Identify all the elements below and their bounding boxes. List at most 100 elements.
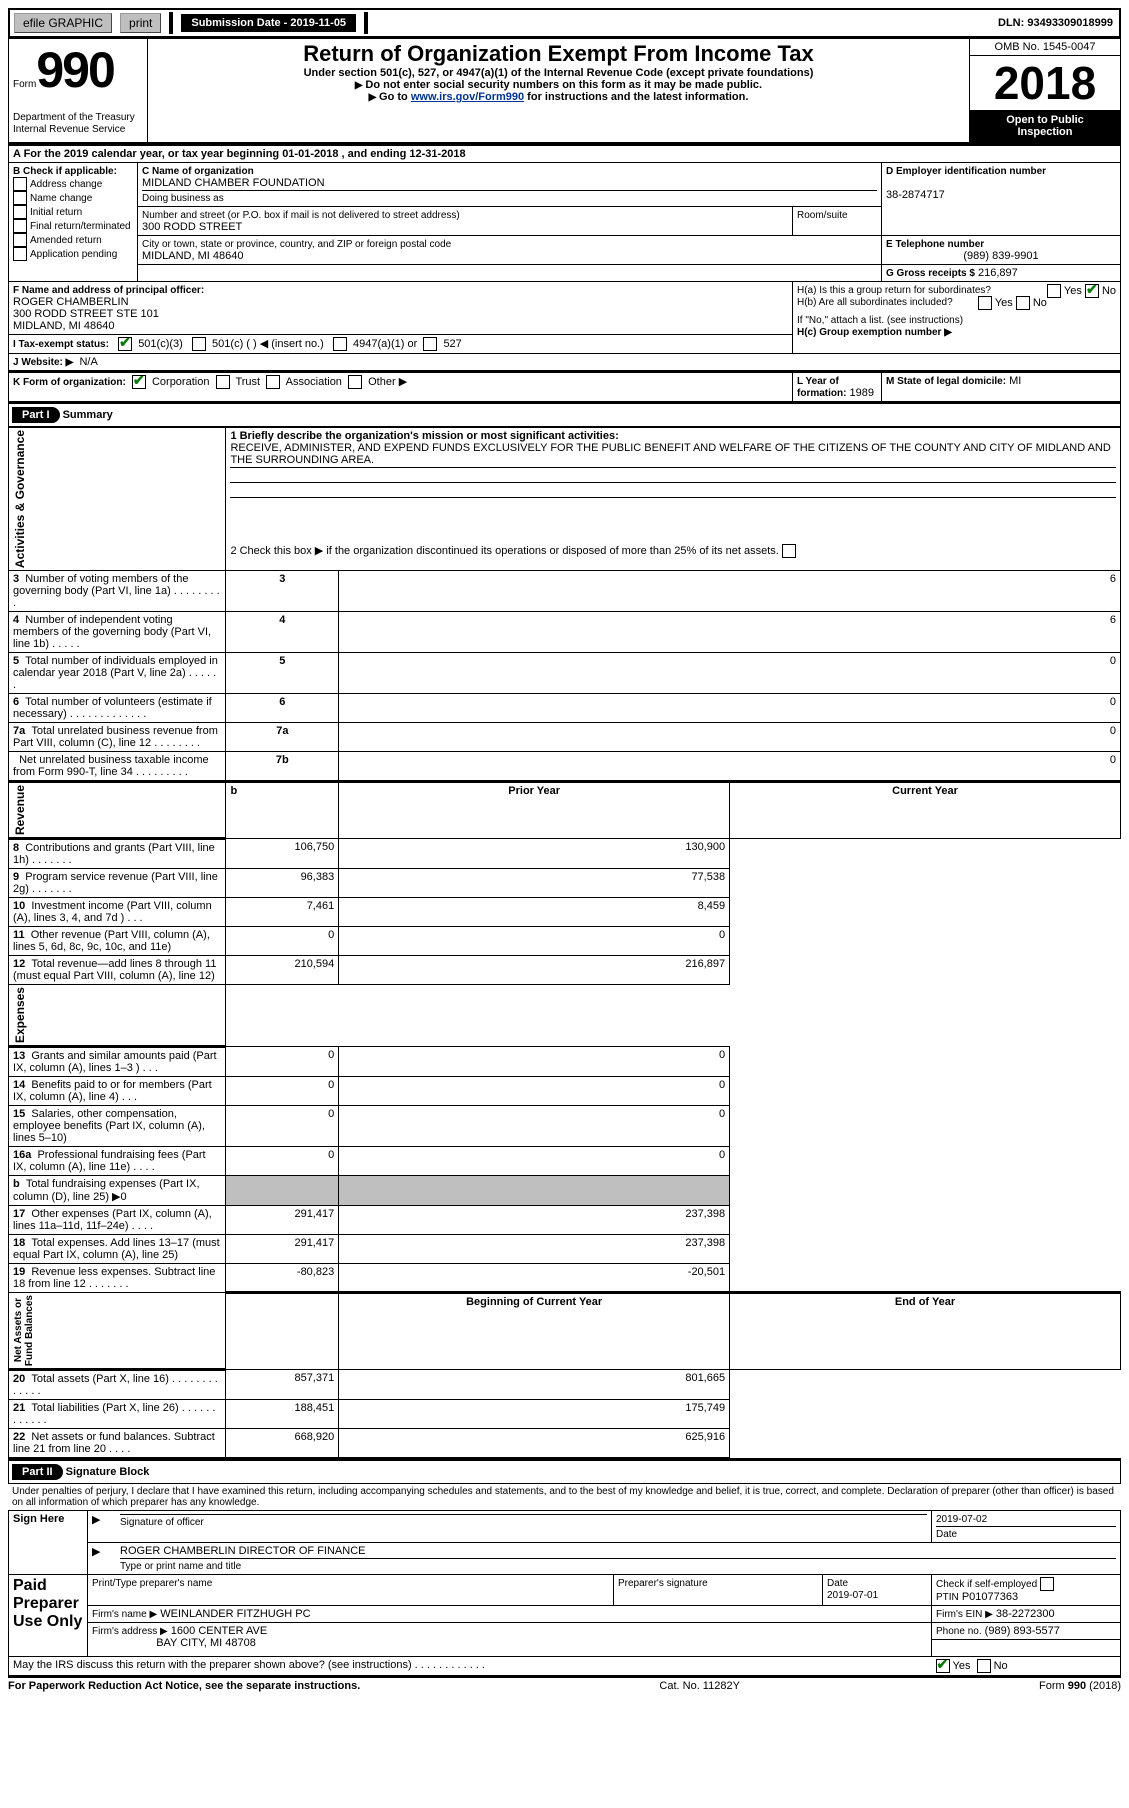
firm-name: WEINLANDER FITZHUGH PC <box>160 1608 310 1620</box>
form-title: Return of Organization Exempt From Incom… <box>152 41 965 67</box>
part1-header: Part I Summary <box>8 404 1121 427</box>
footer-mid: Cat. No. 11282Y <box>659 1680 740 1692</box>
footer: For Paperwork Reduction Act Notice, see … <box>8 1678 1121 1692</box>
domicile: MI <box>1009 375 1021 387</box>
form-number: 990 <box>36 42 113 98</box>
d-label: D Employer identification number <box>886 166 1046 177</box>
officer-addr2: MIDLAND, MI 48640 <box>13 320 114 332</box>
e-label: E Telephone number <box>886 239 984 250</box>
form-prefix: Form <box>13 79 36 90</box>
org-name: MIDLAND CHAMBER FOUNDATION <box>142 177 325 189</box>
dept-treasury: Department of the Treasury <box>13 112 135 123</box>
vlabel-netassets: Net Assets or Fund Balances <box>13 1295 35 1366</box>
efile-button[interactable]: efile GRAPHIC <box>14 13 112 33</box>
b-spacer: b <box>226 782 339 839</box>
website: N/A <box>79 356 97 368</box>
hb-note: If "No," attach a list. (see instruction… <box>797 315 963 326</box>
discuss-answer[interactable]: Yes No <box>936 1660 1008 1672</box>
l1-label: 1 Briefly describe the organization's mi… <box>230 430 618 442</box>
subtitle-3: Go to www.irs.gov/Form990 for instructio… <box>152 91 965 103</box>
chk-pending[interactable]: Application pending <box>13 248 117 260</box>
year-formation: 1989 <box>850 387 874 399</box>
vlabel-activities: Activities & Governance <box>13 430 27 568</box>
section-a-h: A For the 2019 calendar year, or tax yea… <box>8 145 1121 404</box>
ha-label: H(a) Is this a group return for subordin… <box>797 285 991 296</box>
officer-print: ROGER CHAMBERLIN DIRECTOR OF FINANCE <box>120 1545 366 1557</box>
hb-answer[interactable]: Yes No <box>978 296 1047 310</box>
footer-right: Form 990 (2018) <box>1039 1680 1121 1692</box>
chk-other[interactable] <box>348 375 362 389</box>
chk-discontinued[interactable] <box>782 544 796 558</box>
col-current-year: Current Year <box>730 782 1121 839</box>
part1-table: Activities & Governance 1 Briefly descri… <box>8 427 1121 1458</box>
tax-year: 2018 <box>970 56 1120 110</box>
room-label: Room/suite <box>797 210 848 221</box>
line-a: A For the 2019 calendar year, or tax yea… <box>9 146 1121 163</box>
mission-text: RECEIVE, ADMINISTER, AND EXPEND FUNDS EX… <box>230 442 1110 466</box>
header-block: Form990 Department of the Treasury Inter… <box>8 38 1121 145</box>
pp-self-check[interactable]: Check if self-employed <box>936 1579 1057 1590</box>
separator <box>364 12 368 34</box>
l-label: L Year of formation: <box>797 376 846 399</box>
firm-phone: (989) 893-5577 <box>985 1625 1060 1637</box>
chk-amended[interactable]: Amended return <box>13 234 102 246</box>
subtitle-2: Do not enter social security numbers on … <box>152 79 965 91</box>
officer-addr1: 300 RODD STREET STE 101 <box>13 308 159 320</box>
pp-date: 2019-07-01 <box>827 1590 878 1601</box>
print-button[interactable]: print <box>120 13 161 33</box>
ein: 38-2874717 <box>886 189 945 201</box>
l2: 2 Check this box ▶ if the organization d… <box>230 545 778 557</box>
firm-addr1: 1600 CENTER AVE <box>171 1625 267 1637</box>
topbar: efile GRAPHIC print Submission Date - 20… <box>8 8 1121 38</box>
declaration: Under penalties of perjury, I declare th… <box>8 1484 1121 1510</box>
part1-title: Part I <box>12 407 60 423</box>
city-state-zip: MIDLAND, MI 48640 <box>142 250 243 262</box>
open-public: Open to PublicInspection <box>970 110 1120 142</box>
col-prior-year: Prior Year <box>339 782 730 839</box>
c-name-label: C Name of organization <box>142 166 254 177</box>
firm-addr2: BAY CITY, MI 48708 <box>156 1637 256 1649</box>
part2-header: Part II Signature Block <box>8 1458 1121 1484</box>
firm-ein: 38-2272300 <box>996 1608 1055 1620</box>
separator <box>169 12 173 34</box>
dba-label: Doing business as <box>142 193 224 204</box>
gross-receipts: 216,897 <box>978 267 1018 279</box>
vlabel-expenses: Expenses <box>13 987 27 1043</box>
k-label: K Form of organization: <box>13 377 126 388</box>
dln: DLN: 93493309018999 <box>998 17 1119 29</box>
dept-irs: Internal Revenue Service <box>13 124 125 135</box>
officer-name: ROGER CHAMBERLIN <box>13 296 129 308</box>
chk-name[interactable]: Name change <box>13 192 92 204</box>
sig-date: 2019-07-02 <box>936 1514 987 1525</box>
ptin: P01077363 <box>962 1591 1018 1603</box>
chk-501c3[interactable] <box>118 337 132 351</box>
street: 300 RODD STREET <box>142 221 242 233</box>
chk-corp[interactable] <box>132 375 146 389</box>
signature-table: Sign Here ▶ Signature of officer 2019-07… <box>8 1510 1121 1678</box>
submission-date: Submission Date - 2019-11-05 <box>181 14 356 32</box>
chk-4947[interactable] <box>333 337 347 351</box>
chk-final[interactable]: Final return/terminated <box>13 220 131 232</box>
vlabel-revenue: Revenue <box>13 785 27 835</box>
hc-label: H(c) Group exemption number ▶ <box>797 327 952 338</box>
f-label: F Name and address of principal officer: <box>13 285 204 296</box>
hb-label: H(b) Are all subordinates included? <box>797 297 953 308</box>
col-boy: Beginning of Current Year <box>339 1293 730 1370</box>
j-label: J Website: ▶ <box>13 357 73 368</box>
phone: (989) 839-9901 <box>886 250 1116 262</box>
subtitle-1: Under section 501(c), 527, or 4947(a)(1)… <box>152 67 965 79</box>
chk-initial[interactable]: Initial return <box>13 206 82 218</box>
b-label: B Check if applicable: <box>13 166 117 177</box>
chk-527[interactable] <box>423 337 437 351</box>
chk-assoc[interactable] <box>266 375 280 389</box>
ha-answer[interactable]: Yes No <box>1047 284 1116 298</box>
i-label: I Tax-exempt status: <box>13 339 109 350</box>
chk-trust[interactable] <box>216 375 230 389</box>
discuss-label: May the IRS discuss this return with the… <box>13 1659 485 1671</box>
part2-title: Part II <box>12 1464 63 1480</box>
col-eoy: End of Year <box>730 1293 1121 1370</box>
city-label: City or town, state or province, country… <box>142 239 451 250</box>
chk-501c[interactable] <box>192 337 206 351</box>
chk-address[interactable]: Address change <box>13 178 102 190</box>
irs-link[interactable]: www.irs.gov/Form990 <box>411 91 524 103</box>
